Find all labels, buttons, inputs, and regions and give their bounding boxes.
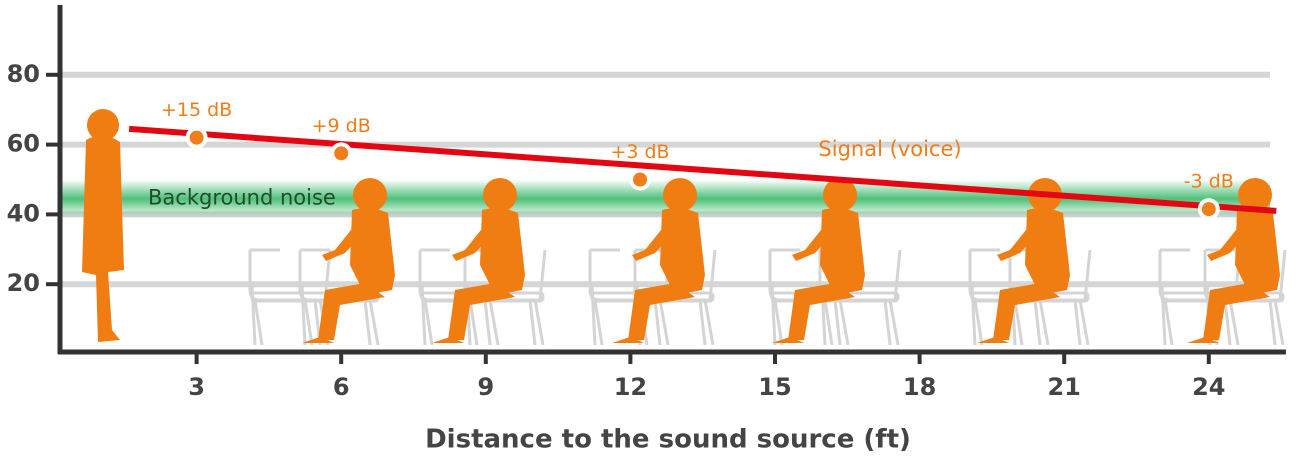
x-tick-label: 21 xyxy=(1047,373,1080,401)
standing-figure xyxy=(82,109,124,342)
x-tick-label: 15 xyxy=(758,373,791,401)
point-label: +15 dB xyxy=(161,99,232,121)
y-tick-label: 80 xyxy=(7,60,40,88)
y-tick-label: 20 xyxy=(7,269,40,297)
chairs xyxy=(248,248,1287,347)
signal-point xyxy=(330,142,353,165)
y-tick-label: 60 xyxy=(7,130,40,158)
x-tick-label: 6 xyxy=(333,373,350,401)
x-tick-label: 3 xyxy=(188,373,205,401)
x-tick-label: 18 xyxy=(903,373,936,401)
x-tick-label: 24 xyxy=(1192,373,1225,401)
signal-point xyxy=(1197,198,1220,221)
point-label: +9 dB xyxy=(312,115,371,137)
figures xyxy=(82,109,1287,347)
point-label: -3 dB xyxy=(1184,171,1234,193)
x-tick-label: 9 xyxy=(477,373,494,401)
y-tick-label: 40 xyxy=(7,199,40,227)
x-tick-label: 12 xyxy=(614,373,647,401)
x-axis-title: Distance to the sound source (ft) xyxy=(425,425,911,455)
series-label: Signal (voice) xyxy=(818,137,961,161)
band-label: Background noise xyxy=(148,186,336,210)
signal-line xyxy=(128,125,1277,214)
point-label: +3 dB xyxy=(610,141,669,163)
signal-point xyxy=(185,126,208,149)
signal-point xyxy=(629,168,652,191)
